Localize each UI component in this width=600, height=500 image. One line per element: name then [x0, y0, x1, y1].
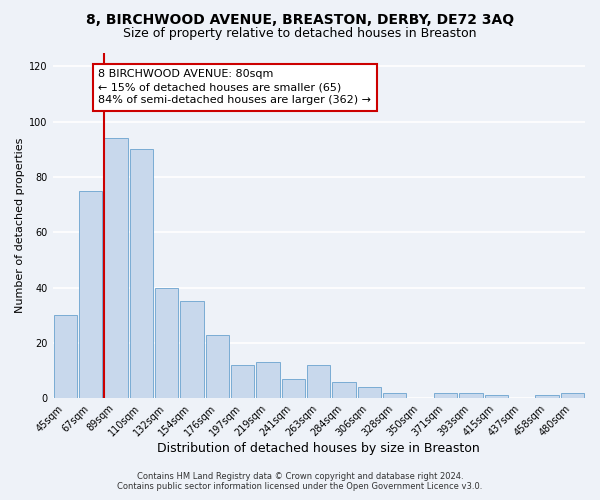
Text: Contains public sector information licensed under the Open Government Licence v3: Contains public sector information licen…: [118, 482, 482, 491]
Bar: [307, 365, 331, 398]
Text: Size of property relative to detached houses in Breaston: Size of property relative to detached ho…: [123, 28, 477, 40]
Text: 8 BIRCHWOOD AVENUE: 80sqm
← 15% of detached houses are smaller (65)
84% of semi-: 8 BIRCHWOOD AVENUE: 80sqm ← 15% of detac…: [98, 69, 371, 106]
Bar: [79, 191, 102, 398]
Bar: [332, 382, 356, 398]
Bar: [104, 138, 128, 398]
Bar: [383, 392, 406, 398]
Bar: [535, 396, 559, 398]
Y-axis label: Number of detached properties: Number of detached properties: [15, 138, 25, 313]
Bar: [282, 379, 305, 398]
Text: 8, BIRCHWOOD AVENUE, BREASTON, DERBY, DE72 3AQ: 8, BIRCHWOOD AVENUE, BREASTON, DERBY, DE…: [86, 12, 514, 26]
Bar: [181, 302, 203, 398]
Bar: [485, 396, 508, 398]
Text: Contains HM Land Registry data © Crown copyright and database right 2024.: Contains HM Land Registry data © Crown c…: [137, 472, 463, 481]
Bar: [434, 392, 457, 398]
Bar: [130, 150, 153, 398]
Bar: [206, 334, 229, 398]
Bar: [53, 315, 77, 398]
Bar: [155, 288, 178, 398]
X-axis label: Distribution of detached houses by size in Breaston: Distribution of detached houses by size …: [157, 442, 480, 455]
Bar: [560, 392, 584, 398]
Bar: [459, 392, 482, 398]
Bar: [256, 362, 280, 398]
Bar: [358, 387, 381, 398]
Bar: [231, 365, 254, 398]
